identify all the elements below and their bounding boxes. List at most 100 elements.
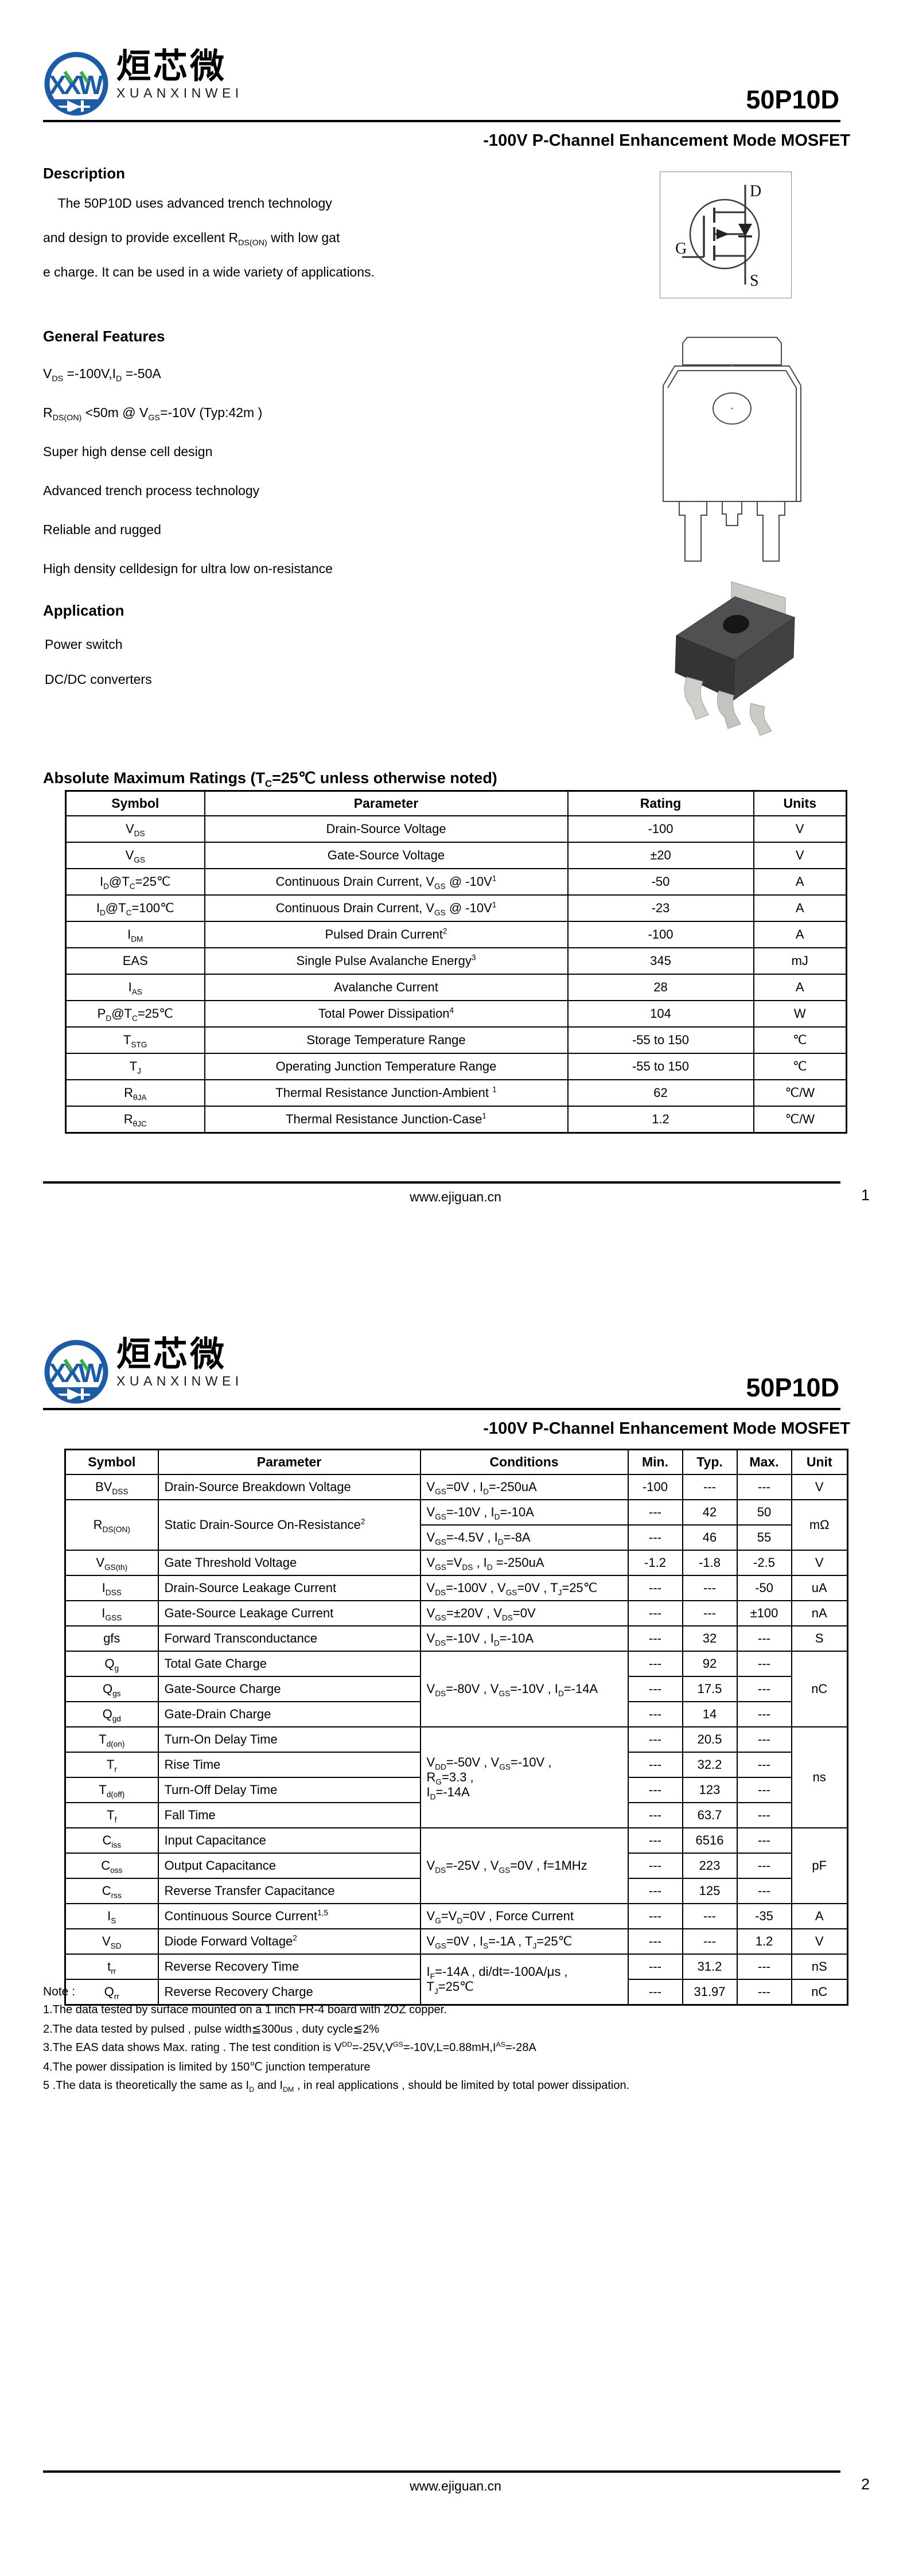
diode-icon xyxy=(52,1388,90,1400)
table-cell: BVDSS xyxy=(64,1474,159,1500)
list-item: High density celldesign for ultra low on… xyxy=(43,561,333,576)
table-cell: Drain-Source Voltage xyxy=(204,815,569,843)
table-cell: VDS=-100V , VGS=0V , TJ=25℃ xyxy=(419,1575,629,1601)
table-row: VDS Drain-Source Voltage -100 V xyxy=(65,815,847,843)
table-cell: --- xyxy=(627,1600,683,1626)
electrical-characteristics-table: Symbol Parameter Conditions Min. Typ. Max. Uni… xyxy=(64,1449,848,2006)
table-cell: Drain-Source Breakdown Voltage xyxy=(157,1474,421,1500)
package-outline-figure xyxy=(646,330,818,570)
table-cell: ID@TC=25℃ xyxy=(65,868,205,896)
table-row: RθJA Thermal Resistance Junction-Ambient … xyxy=(65,1079,847,1107)
table-row: EAS Single Pulse Avalanche Energy3 345 mJ xyxy=(65,947,847,975)
table-cell: --- xyxy=(736,1726,792,1753)
table-row: Coss Output Capacitance --- 223 --- xyxy=(64,1853,848,1879)
table-row: Qrr Reverse Recovery Charge --- 31.97 --- nC xyxy=(64,1979,848,2006)
notes-list: 1.The data tested by surface mounted on … xyxy=(43,2003,835,2098)
table-row: trr Reverse Recovery Time IF=-14A , di/dt=… xyxy=(64,1954,848,2006)
table-cell: Td(on) xyxy=(64,1726,159,1753)
table-cell: --- xyxy=(627,1625,683,1652)
table-cell: 1.2 xyxy=(567,1106,754,1134)
table-cell: A xyxy=(753,974,847,1001)
table-cell: --- xyxy=(736,1676,792,1702)
table-cell: A xyxy=(791,1903,848,1929)
list-item: RDS(ON) <50m @ VGS=-10V (Typ:42m ) xyxy=(43,405,263,423)
table-header-row: Symbol Parameter Conditions Min. Typ. Max. Uni… xyxy=(64,1449,848,1475)
package-outline-icon xyxy=(663,336,801,562)
logo-latin-text: XUANXINWEI xyxy=(116,1373,243,1388)
table-cell: -55 to 150 xyxy=(567,1053,754,1080)
table-cell: --- xyxy=(627,1726,683,1753)
table-cell: -1.2 xyxy=(627,1550,683,1576)
table-cell: Total Power Dissipation4 xyxy=(204,1000,569,1028)
table-cell: A xyxy=(753,868,847,896)
table-cell: --- xyxy=(627,1928,683,1955)
part-number: 50P10D xyxy=(746,1373,839,1402)
table-cell: Storage Temperature Range xyxy=(204,1026,569,1054)
table-cell: ±20 xyxy=(567,842,754,869)
mosfet-symbol-icon: D S G xyxy=(675,182,761,290)
table-row: IAS Avalanche Current 28 A xyxy=(65,974,847,1001)
table-cell: Drain-Source Leakage Current xyxy=(157,1575,421,1601)
table-row: IGSS Gate-Source Leakage Current VGS=±20V … xyxy=(64,1600,848,1626)
logo-mark-icon: XXW xyxy=(44,52,108,116)
table-cell: Operating Junction Temperature Range xyxy=(204,1053,569,1080)
company-logo: XXW 烜芯微 XUANXINWEI xyxy=(43,48,243,124)
page-number: 1 xyxy=(861,1186,870,1204)
table-cell: 92 xyxy=(682,1651,738,1677)
table-header-cell: Typ. xyxy=(682,1449,738,1475)
table-cell: VGS=0V , ID=-250uA xyxy=(419,1474,629,1500)
table-cell: VG=VD=0V , Force Current xyxy=(419,1903,629,1929)
table-row: PD@TC=25℃ Total Power Dissipation4 104 W xyxy=(65,1000,847,1028)
table-cell: IAS xyxy=(65,974,205,1001)
logo-latin-text: XUANXINWEI xyxy=(116,85,243,100)
table-cell: Pulsed Drain Current2 xyxy=(204,921,569,948)
table-cell: ℃/W xyxy=(753,1106,847,1134)
table-cell: PD@TC=25℃ xyxy=(65,1000,205,1028)
table-cell: W xyxy=(753,1000,847,1028)
table-row: ID@TC=25℃ Continuous Drain Current, VGS @… xyxy=(65,868,847,896)
table-cell: 28 xyxy=(567,974,754,1001)
table-cell: Reverse Transfer Capacitance xyxy=(157,1878,421,1904)
table-cell: Total Gate Charge xyxy=(157,1651,421,1677)
table-row: VGS(th) Gate Threshold Voltage VGS=VDS , I… xyxy=(64,1550,848,1576)
description-paragraph: The 50P10D uses advanced trench technolo… xyxy=(43,196,571,299)
svg-text:XXW: XXW xyxy=(49,1358,103,1388)
footer-url: www.ejiguan.cn xyxy=(410,1189,501,1204)
table-cell: 50 xyxy=(736,1499,792,1526)
table-cell: 62 xyxy=(567,1079,754,1107)
table-cell: Qgs xyxy=(64,1676,159,1702)
table-cell: IDM xyxy=(65,921,205,948)
table-row: Tr Rise Time --- 32.2 --- xyxy=(64,1752,848,1778)
table-row: TJ Operating Junction Temperature Range -5… xyxy=(65,1053,847,1080)
table-cell: --- xyxy=(736,1802,792,1828)
table-cell: pF xyxy=(791,1827,848,1904)
table-cell: 6516 xyxy=(682,1827,738,1854)
table-cell: 32.2 xyxy=(682,1752,738,1778)
table-cell: VDS=-80V , VGS=-10V , ID=-14A xyxy=(419,1651,629,1727)
table-cell: Qgd xyxy=(64,1701,159,1727)
table-cell: Thermal Resistance Junction-Ambient 1 xyxy=(204,1079,569,1107)
table-cell: Reverse Recovery Time xyxy=(157,1954,421,1980)
table-cell: --- xyxy=(627,1575,683,1601)
table-cell: nC xyxy=(791,1979,848,2006)
table-cell: -35 xyxy=(736,1903,792,1929)
table-row: IDM Pulsed Drain Current2 -100 A xyxy=(65,921,847,948)
table-cell: 31.97 xyxy=(682,1979,738,2006)
table-cell: --- xyxy=(627,1954,683,1980)
gate-label: G xyxy=(675,240,687,258)
table-header-cell: Parameter xyxy=(157,1449,421,1475)
table-cell: --- xyxy=(736,1752,792,1778)
table-cell: Gate-Source Charge xyxy=(157,1676,421,1702)
notes-heading: Note : xyxy=(43,1985,76,1998)
table-cell: 1.2 xyxy=(736,1928,792,1955)
footer-rule xyxy=(43,2470,840,2473)
list-item: 2.The data tested by pulsed , pulse widt… xyxy=(43,2023,380,2036)
header-rule xyxy=(43,1408,840,1410)
table-cell: --- xyxy=(627,1701,683,1727)
table-cell: 14 xyxy=(682,1701,738,1727)
table-cell: ℃ xyxy=(753,1053,847,1080)
abs-max-table: Symbol Parameter Rating Units VDS Drain-Sourc… xyxy=(65,790,847,1134)
table-cell: 55 xyxy=(736,1524,792,1551)
table-header-cell: Min. xyxy=(627,1449,683,1475)
list-item: Reliable and rugged xyxy=(43,522,161,537)
